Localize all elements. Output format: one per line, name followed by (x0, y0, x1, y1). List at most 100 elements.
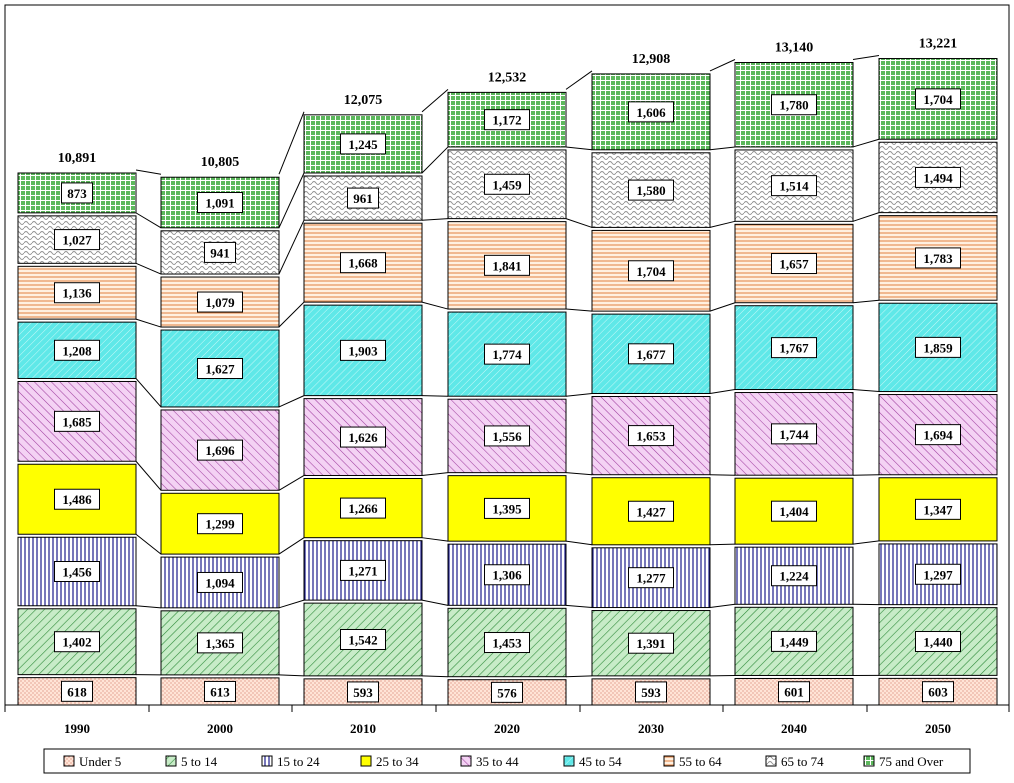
value-label: 1,402 (62, 635, 91, 650)
value-label: 1,556 (492, 429, 522, 444)
value-label: 1,696 (205, 443, 235, 458)
legend-label: 75 and Over (879, 754, 944, 769)
total-label: 10,891 (58, 151, 97, 166)
legend-swatch (864, 756, 874, 766)
value-label: 601 (784, 685, 804, 700)
value-label: 1,903 (348, 343, 378, 358)
series-connector-line (710, 544, 735, 545)
value-label: 1,685 (62, 414, 92, 429)
value-label: 1,440 (923, 635, 952, 650)
value-label: 1,365 (205, 636, 235, 651)
value-label: 1,627 (205, 362, 235, 377)
total-label: 12,532 (488, 70, 527, 85)
legend-swatch (766, 756, 776, 766)
value-label: 1,266 (348, 501, 378, 516)
value-label: 1,277 (636, 571, 666, 586)
value-label: 1,299 (205, 517, 235, 532)
value-label: 1,224 (779, 569, 809, 584)
value-label: 1,404 (779, 504, 809, 519)
value-label: 1,657 (779, 257, 809, 272)
value-label: 1,172 (492, 113, 521, 128)
value-label: 593 (353, 685, 373, 700)
value-label: 1,494 (923, 170, 953, 185)
legend-swatch (361, 756, 371, 766)
value-label: 603 (928, 685, 948, 700)
legend-label: 65 to 74 (781, 754, 824, 769)
legend-label: 55 to 64 (679, 754, 722, 769)
value-label: 941 (210, 245, 230, 260)
value-label: 1,453 (492, 636, 522, 651)
value-label: 1,347 (923, 502, 953, 517)
value-label: 1,767 (779, 341, 809, 356)
legend-label: Under 5 (79, 754, 121, 769)
value-label: 1,091 (205, 196, 234, 211)
value-label: 1,542 (348, 632, 377, 647)
legend-swatch (262, 756, 272, 766)
value-label: 1,486 (62, 492, 92, 507)
value-label: 1,744 (779, 427, 809, 442)
x-tick-label: 2000 (207, 721, 233, 736)
legend: Under 5 5 to 14 15 to 24 25 to 34 35 to 44 45… (44, 749, 970, 773)
legend-swatch (664, 756, 674, 766)
total-label: 13,221 (919, 37, 958, 52)
value-label: 1,427 (636, 504, 666, 519)
value-label: 1,079 (205, 295, 235, 310)
value-label: 1,306 (492, 568, 522, 583)
value-label: 1,653 (636, 429, 666, 444)
value-label: 613 (210, 684, 230, 699)
total-label: 10,805 (201, 155, 240, 170)
value-label: 1,136 (62, 286, 92, 301)
x-tick-label: 2030 (638, 721, 664, 736)
value-label: 1,668 (348, 256, 378, 271)
legend-label: 5 to 14 (181, 754, 218, 769)
value-label: 576 (497, 685, 517, 700)
value-label: 593 (641, 685, 661, 700)
value-label: 1,208 (62, 343, 92, 358)
value-label: 961 (353, 191, 373, 206)
value-label: 1,780 (779, 98, 808, 113)
value-label: 1,774 (492, 347, 522, 362)
legend-label: 35 to 44 (476, 754, 519, 769)
value-label: 1,580 (636, 183, 665, 198)
x-tick-label: 2020 (494, 721, 520, 736)
total-label: 12,075 (344, 93, 383, 108)
total-label: 12,908 (632, 52, 671, 67)
value-label: 1,841 (492, 258, 521, 273)
x-tick-label: 2010 (350, 721, 376, 736)
value-label: 1,704 (923, 92, 953, 107)
legend-swatch (64, 756, 74, 766)
legend-label: 15 to 24 (277, 754, 320, 769)
series-connector-line (422, 396, 448, 397)
x-axis: 1990 2000 2010 2020 2030 2040 2050 (5, 705, 1009, 736)
legend-label: 25 to 34 (376, 754, 419, 769)
value-label: 1,459 (492, 177, 522, 192)
legend-swatch (166, 756, 176, 766)
value-label: 1,456 (62, 565, 92, 580)
value-label: 1,391 (636, 636, 665, 651)
value-label: 1,783 (923, 251, 953, 266)
value-label: 1,626 (348, 430, 378, 445)
legend-swatch (461, 756, 471, 766)
value-label: 1,677 (636, 347, 666, 362)
x-tick-label: 2050 (925, 721, 951, 736)
value-label: 1,094 (205, 575, 235, 590)
legend-label: 45 to 54 (579, 754, 622, 769)
value-label: 1,514 (779, 179, 809, 194)
value-label: 1,395 (492, 501, 522, 516)
value-label: 1,027 (62, 233, 92, 248)
value-label: 1,859 (923, 340, 953, 355)
value-label: 1,694 (923, 428, 953, 443)
value-label: 1,704 (636, 264, 666, 279)
total-label: 13,140 (775, 41, 814, 56)
value-label: 1,606 (636, 105, 666, 120)
value-label: 1,449 (779, 634, 809, 649)
x-tick-label: 2040 (781, 721, 807, 736)
value-label: 873 (67, 186, 87, 201)
value-label: 1,297 (923, 567, 953, 582)
value-label: 1,245 (348, 137, 378, 152)
x-tick-label: 1990 (64, 721, 90, 736)
value-label: 618 (67, 684, 87, 699)
legend-swatch (564, 756, 574, 766)
